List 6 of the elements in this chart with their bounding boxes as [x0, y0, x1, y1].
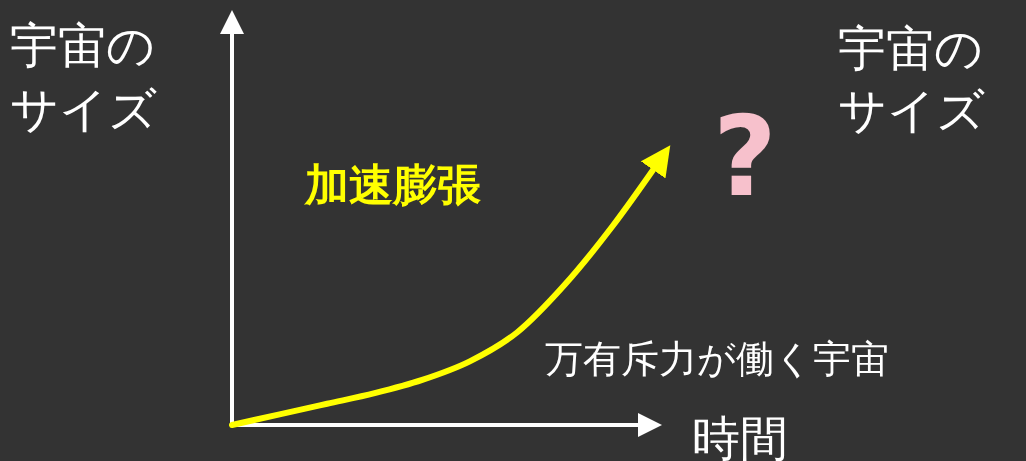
- annotation: 万有斥力が働く宇宙: [545, 337, 889, 381]
- x-axis-title: 時間: [692, 410, 788, 461]
- y-axis-title: 宇宙のサイズ: [10, 17, 157, 137]
- text: ?: [713, 93, 777, 221]
- text: 宇宙のサイズ: [838, 20, 985, 139]
- annotation: 加速膨張: [303, 159, 481, 210]
